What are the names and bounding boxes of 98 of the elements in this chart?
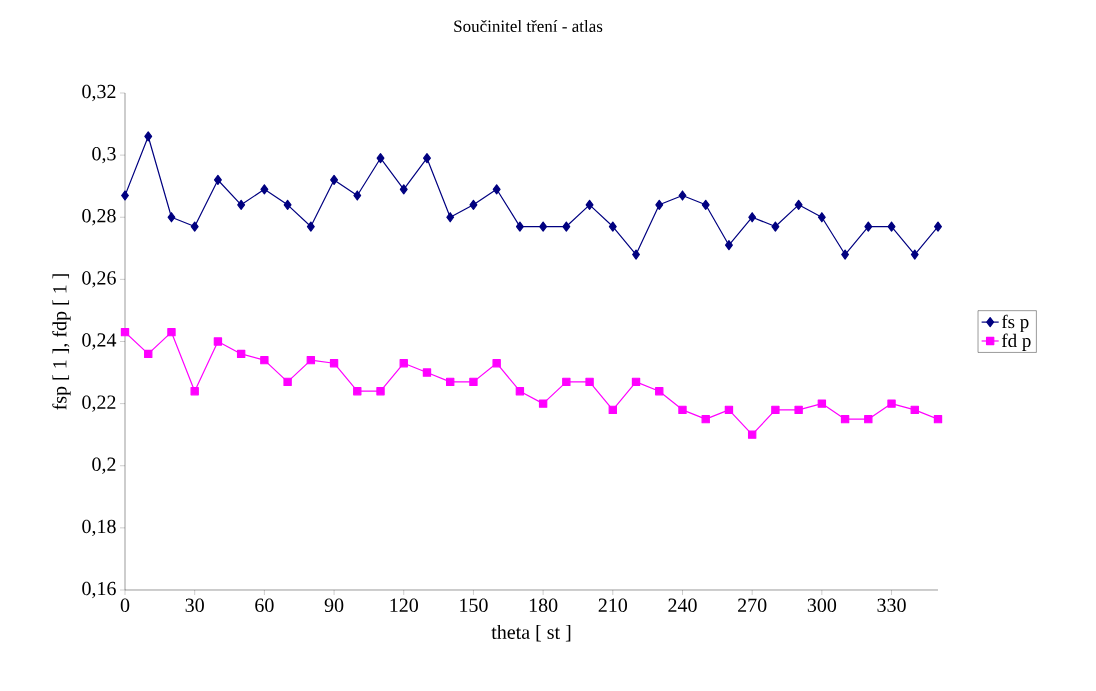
point: [539, 221, 548, 232]
y-tick-label: 0,26: [82, 271, 116, 288]
point: [399, 359, 408, 368]
point: [655, 199, 664, 210]
x-tick-label: 180: [529, 598, 558, 613]
point: [538, 399, 548, 408]
x-tick-label: 0: [120, 598, 130, 613]
point: [260, 355, 269, 365]
y-axis-title: fsp [ 1 ], fdp [ 1 ]: [52, 274, 71, 410]
point: [399, 184, 408, 195]
point: [260, 184, 269, 195]
point: [864, 221, 873, 232]
point: [144, 349, 153, 359]
point: [423, 153, 431, 164]
point: [306, 221, 315, 232]
point: [144, 131, 153, 142]
chart-title: Součinitel tření - atlas: [454, 20, 603, 32]
point: [353, 190, 362, 201]
point: [213, 174, 222, 186]
point: [492, 184, 501, 195]
point: [864, 414, 873, 424]
point: [330, 174, 339, 186]
point: [422, 368, 432, 377]
point: [585, 199, 594, 210]
point: [515, 386, 525, 396]
point: [306, 355, 316, 365]
point: [748, 212, 757, 223]
x-tick-label: 60: [255, 598, 274, 613]
point: [701, 414, 710, 424]
x-tick-label: 210: [598, 598, 628, 613]
y-tick-label: 0,22: [82, 395, 116, 412]
point: [747, 430, 757, 439]
y-tick-label: 0,16: [82, 581, 116, 599]
point: [678, 190, 687, 201]
point: [376, 153, 385, 164]
legend-label: fd p: [1001, 333, 1031, 351]
point: [817, 399, 827, 408]
point: [655, 386, 664, 396]
x-tick-label: 30: [185, 598, 204, 613]
x-tick-label: 120: [390, 598, 418, 613]
point: [794, 199, 803, 210]
point: [910, 249, 919, 260]
x-tick-label: 330: [877, 598, 906, 613]
y-tick-label: 0,24: [82, 333, 117, 350]
point: [562, 221, 571, 232]
point: [167, 212, 176, 223]
point: [446, 377, 455, 387]
point: [120, 327, 130, 337]
point: [817, 212, 826, 223]
point: [353, 386, 362, 396]
point: [771, 221, 780, 232]
point: [121, 190, 129, 201]
point: [515, 221, 524, 232]
x-tick-label: 270: [738, 598, 767, 613]
y-tick-label: 0,32: [82, 84, 116, 102]
point: [190, 386, 199, 396]
point: [631, 377, 641, 387]
point: [446, 212, 455, 223]
point: [283, 199, 292, 210]
point: [236, 349, 246, 359]
point: [283, 377, 292, 387]
point: [492, 359, 501, 368]
x-tick-label: 150: [460, 598, 488, 613]
point: [376, 386, 385, 396]
point: [840, 414, 850, 424]
point: [841, 249, 850, 260]
point: [469, 377, 478, 387]
x-tick-label: 300: [807, 598, 837, 613]
point: [794, 405, 803, 415]
point: [562, 377, 571, 387]
y-tick-label: 0,2: [92, 457, 116, 474]
point: [887, 399, 896, 408]
point: [167, 327, 176, 337]
x-tick-label: 240: [668, 598, 697, 613]
x-tick-label: 90: [324, 598, 344, 613]
y-tick-label: 0,28: [82, 209, 116, 226]
point: [910, 405, 919, 415]
x-axis-title: theta [ st ]: [491, 624, 571, 642]
point: [701, 199, 710, 210]
point: [724, 240, 733, 251]
point: [632, 249, 640, 260]
point: [724, 405, 734, 415]
point: [190, 221, 199, 232]
point: [585, 377, 594, 387]
y-tick-label: 0,3: [92, 146, 116, 164]
y-tick-label: 0,18: [82, 519, 116, 537]
point: [771, 405, 780, 415]
legend-label: fs p: [1001, 314, 1029, 333]
point: [933, 414, 943, 424]
point: [934, 221, 942, 232]
point: [678, 405, 687, 415]
point: [213, 337, 223, 346]
point: [608, 221, 617, 232]
point: [608, 405, 617, 415]
point: [469, 199, 478, 210]
point: [237, 199, 246, 210]
point: [887, 221, 896, 232]
point: [329, 359, 339, 368]
